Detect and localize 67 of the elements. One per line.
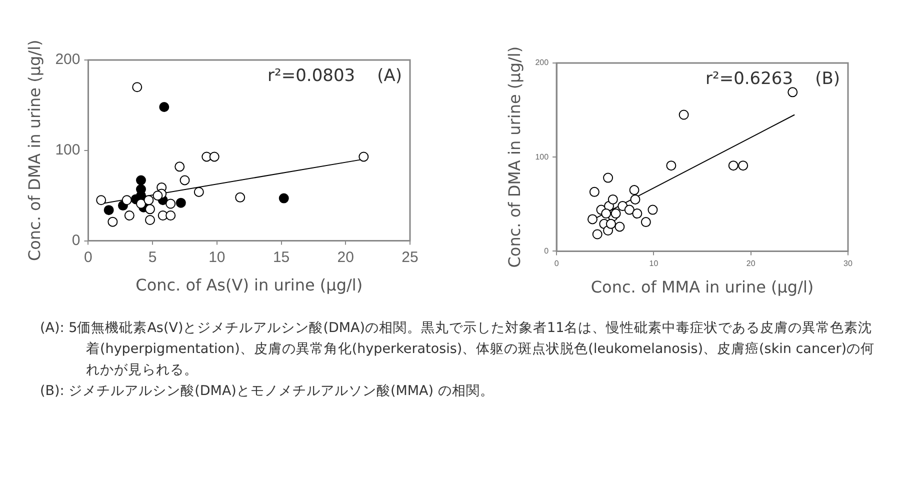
point [589, 186, 600, 197]
point [358, 152, 369, 162]
y-axis-title: Conc. of DMA in urine (μg/l) [24, 40, 44, 262]
y-tick-label: 0 [72, 232, 80, 249]
point [176, 198, 186, 208]
point [132, 82, 142, 92]
point [122, 195, 132, 206]
x-tick-label: 5 [148, 248, 157, 266]
y-tick-label: 200 [55, 51, 80, 68]
point [632, 208, 642, 219]
point [592, 229, 602, 240]
text: (A): 5価無機砒素As(V)とジメチルアルシン酸(DMA)の相関。黒丸で示した対象者11名は、慢性砒素中毒症状である皮膚の異常色素沈着(hyperpigmentation)、皮膚の異常角化(hyperkeratosis)、体躯の斑点状脱色(leukomelanosis)、皮膚癌(skin cancer)の何れかが見られる。 [40, 319, 876, 380]
point [145, 204, 156, 214]
point [614, 222, 625, 232]
point [603, 172, 614, 183]
point [124, 210, 134, 220]
y-tick-label: 200 [535, 58, 550, 68]
x-tick-label: 25 [402, 248, 418, 266]
point [152, 190, 163, 201]
point [136, 198, 146, 209]
point [235, 192, 246, 202]
x-tick-label: 20 [746, 259, 756, 268]
point [606, 218, 616, 229]
point [666, 160, 676, 171]
point [640, 217, 651, 228]
annotation: (B) [815, 68, 840, 89]
point [209, 152, 220, 162]
point [145, 215, 156, 226]
point [678, 110, 689, 120]
x-axis-title: Conc. of MMA in urine (μg/l) [590, 278, 814, 297]
point [648, 204, 658, 215]
point [166, 198, 176, 209]
point [738, 160, 748, 171]
point [624, 204, 634, 215]
point [601, 208, 612, 219]
point [728, 160, 738, 171]
point [788, 87, 798, 98]
point [104, 205, 114, 216]
x-tick-label: 10 [208, 248, 226, 266]
x-tick-label: 0 [554, 259, 560, 268]
point [630, 194, 640, 204]
annotation: (A) [377, 66, 402, 86]
x-tick-label: 20 [337, 248, 354, 266]
x-tick-label: 0 [84, 248, 92, 266]
point [174, 162, 185, 172]
y-tick-label: 100 [55, 142, 80, 159]
point [180, 175, 190, 186]
point [610, 208, 621, 219]
y-tick-label: 100 [535, 152, 550, 162]
text: (B): ジメチルアルシン酸(DMA)とモノメチルアルソン酸(MMA) の相関。 [40, 382, 495, 401]
point [608, 194, 618, 204]
x-tick-label: 15 [272, 248, 290, 266]
point [166, 210, 176, 220]
point [629, 185, 640, 196]
point [136, 175, 146, 186]
point [96, 195, 106, 206]
point [194, 186, 204, 197]
point [159, 102, 170, 112]
annotation: r²=0.6263 [706, 68, 794, 89]
point [587, 214, 598, 224]
x-tick-label: 10 [649, 259, 659, 268]
annotation: r²=0.0803 [268, 66, 356, 86]
x-tick-label: 30 [844, 259, 853, 268]
point [108, 216, 118, 227]
y-axis-title: Conc. of DMA in urine (μg/l) [504, 46, 524, 268]
point [278, 193, 289, 204]
x-axis-title: Conc. of As(V) in urine (μg/l) [136, 276, 363, 295]
